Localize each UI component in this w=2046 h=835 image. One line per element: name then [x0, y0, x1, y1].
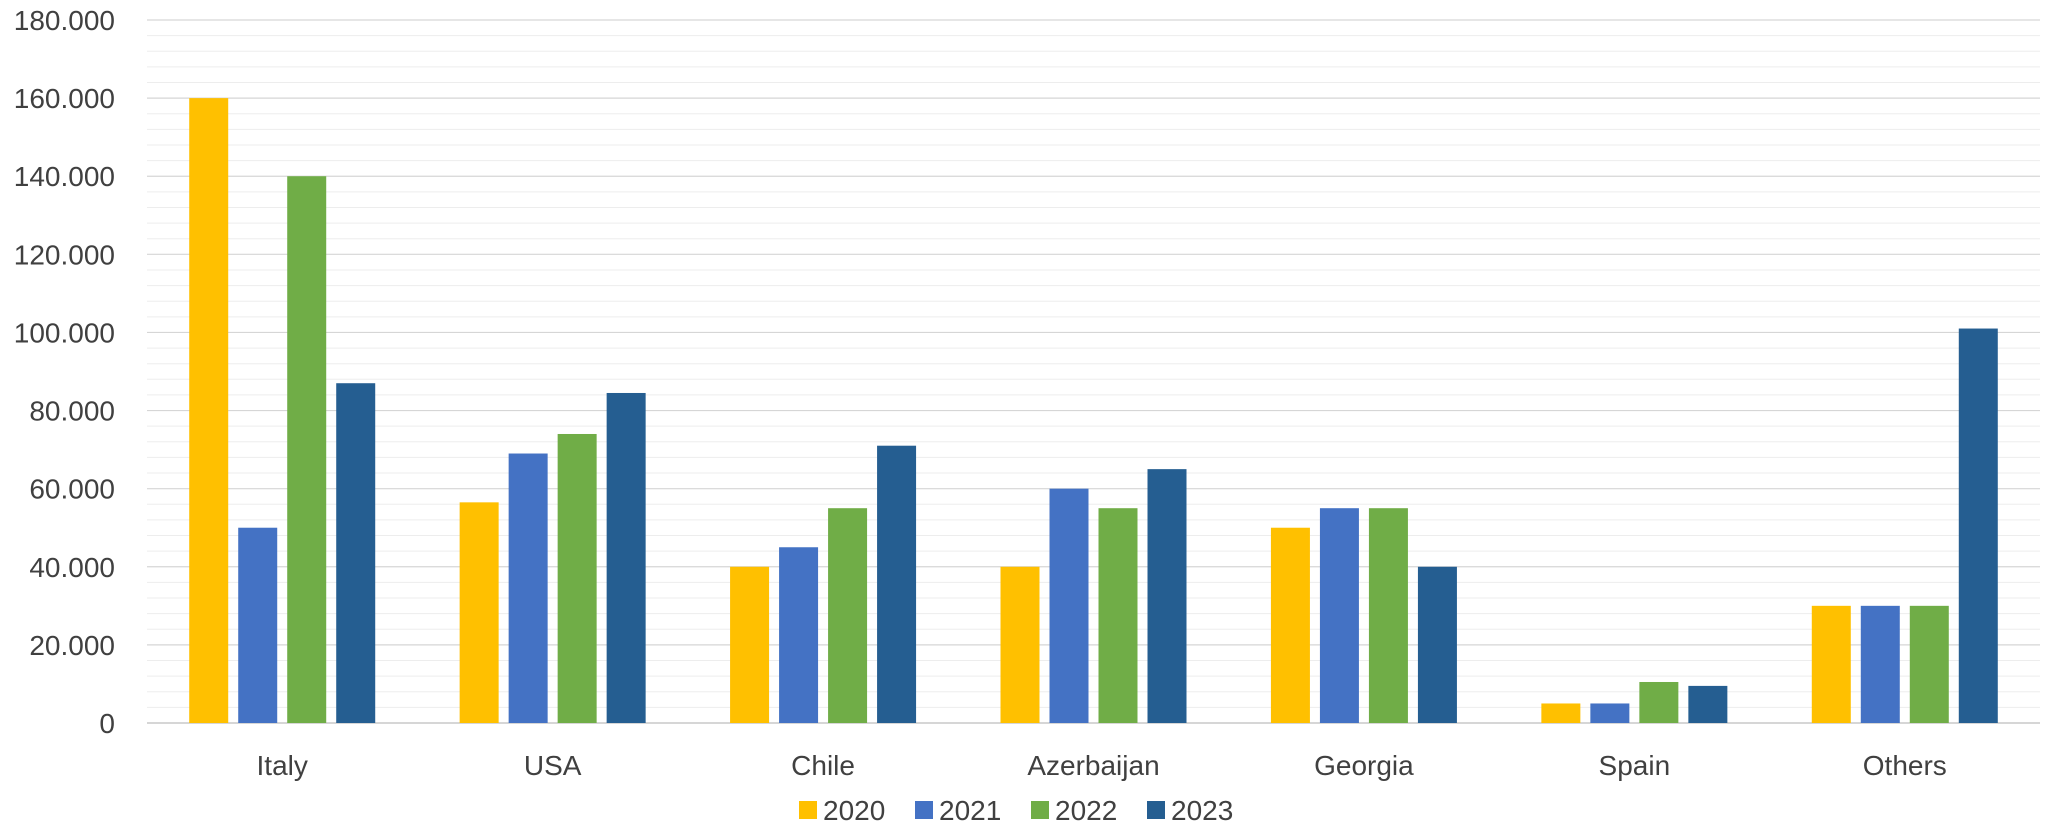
bar-others-2023 [1958, 328, 1998, 723]
y-tick-label: 20.000 [29, 630, 115, 661]
bar-spain-2021 [1590, 703, 1630, 723]
bar-georgia-2021 [1319, 508, 1359, 723]
legend-item-2021: 2021 [915, 795, 1001, 826]
bar-italy-2021 [238, 527, 278, 723]
legend-item-2023: 2023 [1147, 795, 1233, 826]
bar-others-2022 [1909, 605, 1949, 723]
bar-usa-2021 [508, 453, 548, 723]
bar-azerbaijan-2023 [1147, 469, 1187, 723]
bar-chile-2021 [779, 547, 819, 723]
bar-italy-2022 [287, 176, 327, 723]
bar-italy-2023 [336, 383, 376, 723]
bar-spain-2023 [1688, 685, 1728, 723]
legend-label: 2021 [939, 795, 1001, 826]
bar-georgia-2023 [1417, 566, 1457, 723]
bar-azerbaijan-2020 [1000, 566, 1040, 723]
bar-georgia-2020 [1270, 527, 1310, 723]
y-tick-label: 80.000 [29, 396, 115, 427]
x-tick-label: Others [1863, 750, 1947, 781]
legend-swatch [915, 801, 933, 819]
x-axis-tick-labels: Italy USA Chile Azerbaijan Georgia Spain Other… [257, 750, 1947, 781]
bar-spain-2022 [1639, 681, 1679, 723]
bar-georgia-2022 [1368, 508, 1408, 723]
bar-chile-2023 [877, 445, 917, 723]
legend-item-2022: 2022 [1031, 795, 1117, 826]
x-tick-label: Georgia [1314, 750, 1414, 781]
y-tick-label: 100.000 [14, 317, 115, 348]
minor-gridlines [147, 35, 2040, 708]
x-tick-label: Chile [791, 750, 855, 781]
y-tick-label: 160.000 [14, 83, 115, 114]
x-tick-label: Italy [257, 750, 308, 781]
y-tick-label: 180.000 [14, 5, 115, 36]
y-tick-label: 120.000 [14, 239, 115, 270]
x-tick-label: Azerbaijan [1027, 750, 1159, 781]
bar-usa-2020 [459, 502, 499, 723]
bar-chile-2020 [730, 566, 770, 723]
bar-usa-2022 [557, 433, 597, 723]
bar-azerbaijan-2021 [1049, 488, 1089, 723]
bar-others-2020 [1811, 605, 1851, 723]
legend: 2020 2021 2022 2023 [799, 795, 1233, 826]
x-tick-label: USA [524, 750, 582, 781]
bar-azerbaijan-2022 [1098, 508, 1138, 723]
legend-label: 2022 [1055, 795, 1117, 826]
bar-italy-2020 [189, 98, 229, 724]
bar-usa-2023 [606, 392, 646, 723]
legend-item-2020: 2020 [799, 795, 885, 826]
legend-label: 2020 [823, 795, 885, 826]
bar-others-2021 [1860, 605, 1900, 723]
bar-chile-2022 [828, 508, 868, 723]
bar-series [189, 98, 1998, 724]
major-gridlines [147, 19, 2040, 724]
legend-swatch [1147, 801, 1165, 819]
y-tick-label: 40.000 [29, 552, 115, 583]
legend-swatch [799, 801, 817, 819]
y-tick-label: 0 [99, 708, 115, 739]
y-tick-label: 60.000 [29, 474, 115, 505]
x-tick-label: Spain [1599, 750, 1671, 781]
bar-spain-2020 [1541, 703, 1581, 723]
legend-swatch [1031, 801, 1049, 819]
y-tick-label: 140.000 [14, 161, 115, 192]
y-axis-tick-labels: 0 20.000 40.000 60.000 80.000 100.000 120.000 1… [14, 5, 115, 739]
legend-label: 2023 [1171, 795, 1233, 826]
